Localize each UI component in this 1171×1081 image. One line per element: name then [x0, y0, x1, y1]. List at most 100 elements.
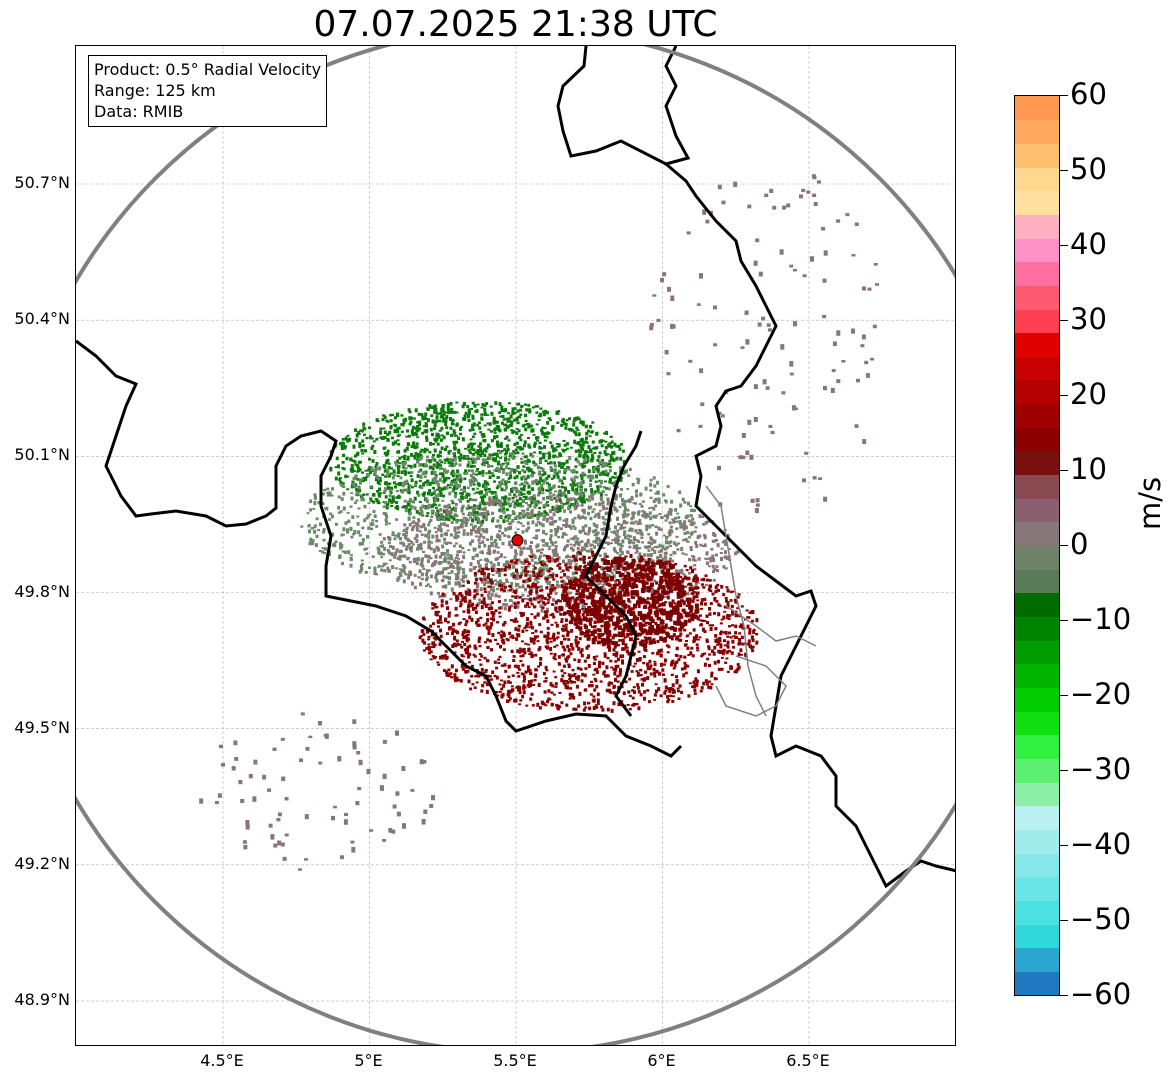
echo-pixel	[402, 466, 406, 469]
echo-pixel	[504, 585, 507, 589]
echo-pixel	[525, 462, 529, 465]
echo-pixel	[538, 486, 542, 489]
echo-pixel	[409, 550, 413, 553]
echo-pixel	[485, 627, 489, 630]
echo-pixel	[512, 619, 516, 623]
echo-pixel	[573, 439, 577, 444]
echo-pixel	[384, 454, 388, 457]
echo-pixel	[530, 679, 534, 683]
echo-pixel	[552, 512, 556, 517]
echo-pixel	[597, 491, 601, 494]
echo-pixel	[435, 614, 439, 617]
echo-pixel	[606, 474, 609, 477]
echo-pixel	[344, 436, 348, 441]
echo-pixel	[571, 486, 575, 490]
echo-pixel	[540, 428, 544, 432]
echo-pixel	[531, 428, 535, 433]
echo-pixel	[607, 527, 611, 531]
echo-pixel	[556, 631, 560, 635]
echo-pixel	[716, 543, 720, 548]
echo-pixel	[576, 459, 580, 464]
echo-pixel	[544, 503, 548, 505]
echo-pixel	[435, 419, 439, 423]
echo-pixel	[321, 502, 325, 506]
echo-pixel	[572, 422, 576, 427]
echo-pixel	[357, 507, 361, 510]
echo-pixel	[413, 573, 417, 577]
echo-pixel	[428, 460, 432, 464]
echo-pixel	[680, 525, 684, 529]
echo-pixel	[522, 509, 526, 513]
echo-pixel	[551, 549, 555, 554]
echo-pixel	[456, 535, 460, 538]
echo-pixel	[550, 498, 554, 501]
echo-pixel	[376, 477, 380, 481]
echo-pixel	[442, 558, 446, 563]
echo-pixel	[602, 547, 606, 549]
echo-pixel	[511, 431, 515, 435]
echo-pixel	[602, 486, 606, 489]
echo-pixel	[747, 643, 751, 646]
echo-pixel	[736, 549, 740, 554]
echo-pixel	[419, 475, 423, 478]
echo-pixel	[631, 689, 635, 692]
echo-pixel	[601, 558, 605, 561]
echo-pixel	[573, 516, 577, 520]
echo-pixel	[446, 403, 450, 407]
echo-pixel	[468, 652, 472, 657]
echo-pixel	[556, 445, 559, 448]
echo-pixel	[727, 631, 731, 635]
echo-pixel	[498, 503, 502, 507]
echo-pixel	[638, 519, 642, 522]
echo-pixel	[489, 578, 493, 583]
echo-pixel	[492, 416, 496, 421]
echo-pixel	[421, 417, 425, 421]
echo-pixel	[524, 419, 528, 423]
echo-pixel	[631, 569, 635, 574]
echo-pixel	[545, 501, 549, 503]
echo-pixel	[716, 583, 720, 587]
echo-pixel	[436, 463, 440, 467]
echo-pixel	[531, 454, 535, 458]
echo-pixel	[386, 566, 390, 570]
echo-pixel	[551, 425, 555, 429]
echo-pixel	[542, 412, 546, 417]
echo-pixel	[653, 546, 657, 548]
echo-pixel	[451, 469, 455, 474]
echo-pixel	[554, 676, 558, 679]
echo-pixel	[529, 651, 533, 654]
echo-pixel	[560, 462, 564, 466]
echo-pixel	[629, 527, 632, 530]
echo-pixel	[346, 475, 350, 478]
echo-pixel	[736, 595, 740, 599]
echo-pixel	[453, 485, 456, 490]
radar-map[interactable]	[75, 45, 956, 1046]
echo-pixel	[394, 506, 398, 510]
echo-pixel	[579, 492, 582, 496]
echo-pixel	[569, 537, 573, 540]
echo-pixel	[440, 407, 444, 412]
echo-pixel	[501, 470, 505, 475]
echo-pixel	[315, 534, 319, 539]
echo-pixel	[407, 442, 411, 446]
echo-pixel	[528, 496, 532, 501]
echo-pixel	[596, 487, 600, 490]
echo-pixel	[460, 578, 464, 582]
echo-pixel	[576, 666, 580, 670]
echo-pixel	[359, 494, 363, 497]
echo-pixel	[491, 568, 494, 573]
echo-pixel	[506, 581, 509, 584]
echo-pixel	[471, 401, 475, 405]
echo-pixel	[729, 636, 733, 639]
echo-pixel	[538, 487, 542, 492]
echo-pixel	[357, 469, 360, 472]
echo-pixel	[621, 539, 625, 544]
echo-pixel	[431, 419, 435, 424]
echo-pixel	[581, 443, 585, 447]
echo-pixel	[549, 419, 552, 422]
echo-pixel	[562, 439, 566, 442]
echo-pixel	[412, 557, 416, 562]
echo-pixel	[649, 496, 653, 499]
echo-pixel	[467, 460, 471, 465]
echo-pixel	[581, 525, 585, 530]
